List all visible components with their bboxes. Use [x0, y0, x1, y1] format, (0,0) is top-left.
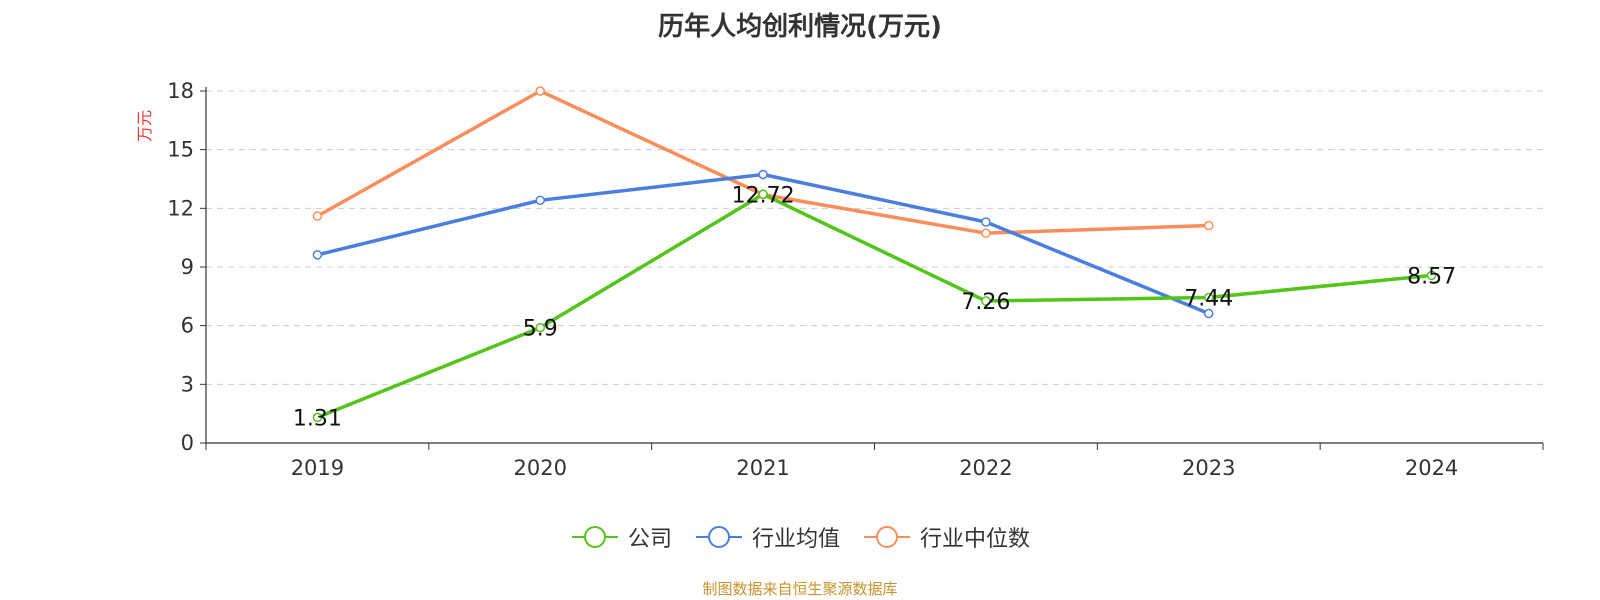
x-tick-label: 2019: [291, 456, 344, 480]
x-tick-label: 2020: [514, 456, 567, 480]
chart-title: 历年人均创利情况(万元): [658, 12, 942, 42]
data-point: [1426, 270, 1437, 281]
data-source-note: 制图数据来自恒生聚源数据库: [702, 580, 898, 598]
data-label: 8.57: [1407, 264, 1456, 289]
data-point: [312, 250, 323, 260]
y-axis-title: 万元: [135, 110, 154, 142]
legend-item-0[interactable]: 公司: [570, 521, 672, 553]
legend-marker-icon: [695, 526, 742, 548]
data-point: [312, 412, 323, 423]
series-line-2: [316, 89, 1209, 235]
data-point: [1204, 292, 1214, 303]
data-point: [1204, 308, 1214, 319]
legend-circle: [876, 526, 898, 548]
data-point: [758, 189, 768, 200]
x-tick-label: 2022: [959, 456, 1012, 480]
data-point: [535, 86, 545, 96]
data-point: [312, 211, 323, 221]
legend-circle: [707, 526, 730, 548]
y-tick-label: 3: [181, 372, 194, 396]
data-point: [758, 169, 768, 180]
legend-circle: [583, 526, 606, 548]
legend-marker-icon: [571, 526, 618, 548]
y-tick-label: 0: [181, 431, 194, 455]
y-tick-label: 15: [167, 138, 194, 162]
y-tick-label: 9: [181, 255, 194, 279]
data-point: [535, 322, 545, 333]
data-label: 12.72: [732, 183, 795, 208]
x-tick-label: 2024: [1405, 456, 1458, 480]
data-point: [1204, 220, 1214, 231]
data-point: [981, 217, 991, 227]
legend-marker-icon: [864, 526, 910, 548]
x-tick-label: 2023: [1182, 456, 1235, 480]
data-label: 7.26: [961, 290, 1010, 315]
x-tick-label: 2021: [736, 456, 789, 480]
data-label: 5.9: [523, 317, 558, 342]
data-point: [981, 228, 991, 238]
data-label: 7.44: [1184, 287, 1233, 312]
legend-item-2[interactable]: 行业中位数: [862, 521, 1030, 553]
y-tick-label: 12: [167, 196, 194, 220]
y-tick-label: 18: [167, 79, 194, 103]
data-point: [535, 195, 545, 206]
data-point: [981, 296, 991, 306]
chart-legend: 公司 行业均值 行业中位数: [0, 521, 1600, 553]
y-tick-label: 6: [181, 314, 194, 338]
legend-label: 公司: [627, 527, 672, 552]
legend-item-1[interactable]: 行业均值: [694, 521, 840, 553]
legend-label: 行业均值: [751, 527, 840, 552]
series-line-0: [316, 192, 1432, 420]
data-label: 1.31: [293, 406, 342, 431]
legend-label: 行业中位数: [920, 527, 1031, 552]
